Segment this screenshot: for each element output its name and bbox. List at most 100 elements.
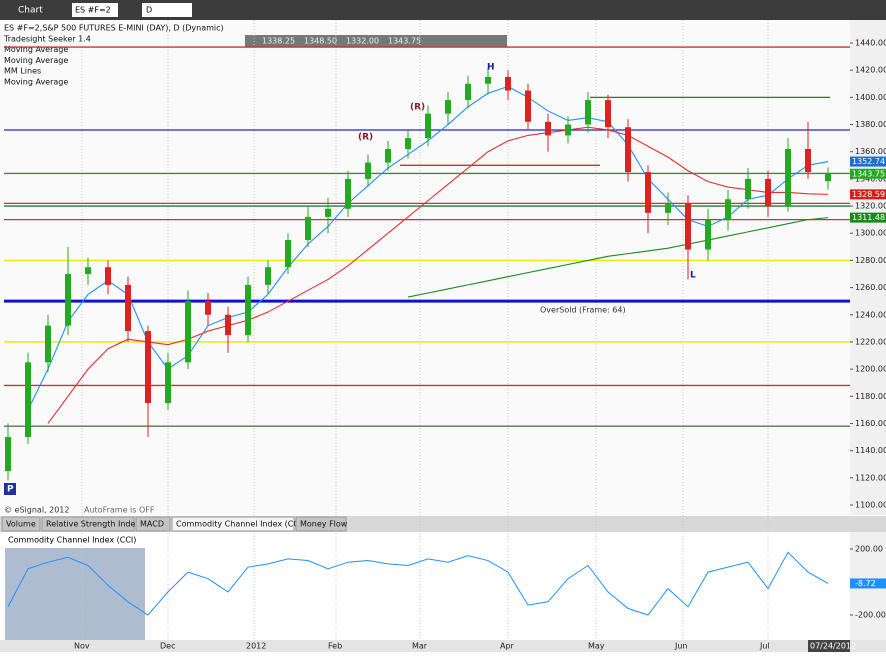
tab-label[interactable]: Volume <box>6 520 36 529</box>
legend-text: Moving Average <box>4 45 68 54</box>
legend-text: Moving Average <box>4 78 68 87</box>
y-tick-label: 1100.00 <box>855 501 886 510</box>
tab[interactable] <box>41 516 135 532</box>
tab-label[interactable]: Money Flow <box>300 520 348 529</box>
tab[interactable] <box>171 516 295 532</box>
x-tick-label: May <box>588 642 605 651</box>
candle-body <box>345 178 351 209</box>
x-tick-label: Feb <box>328 642 342 651</box>
y-tick-label: 1300.00 <box>855 229 886 238</box>
tab-label[interactable]: MACD <box>140 520 164 529</box>
data-window <box>5 548 145 640</box>
candle-body <box>385 148 391 163</box>
y-tick-label: 1360.00 <box>855 147 886 156</box>
annotation: L <box>690 271 696 281</box>
y-tick-label: 1440.00 <box>855 39 886 48</box>
candle-body <box>605 100 611 128</box>
price-flag-label: 1352.74 <box>852 157 885 166</box>
y-tick-label: 1380.00 <box>855 120 886 129</box>
x-tick-label: 2012 <box>246 642 266 651</box>
candle-body <box>205 301 211 315</box>
price-flag <box>850 156 886 167</box>
cci-flag-label: -8.72 <box>855 579 876 588</box>
annotation: (R) <box>358 133 373 143</box>
price-flag <box>850 212 886 223</box>
y-tick-label: 1260.00 <box>855 283 886 292</box>
window-title: Chart <box>18 6 43 16</box>
candle-body <box>225 314 231 336</box>
candle-body <box>105 267 111 285</box>
candle-body <box>545 121 551 136</box>
candle-body <box>565 124 571 136</box>
date-flag <box>808 640 850 652</box>
y-tick-label: 200.00 <box>855 545 883 554</box>
quote-value: 1343.75 <box>388 37 421 46</box>
candle-body <box>425 113 431 139</box>
y-tick-label: 1120.00 <box>855 473 886 482</box>
symbol-box[interactable] <box>72 3 118 17</box>
annotation: OverSold (Frame: 64) <box>540 306 626 315</box>
candle-body <box>525 90 531 122</box>
tab-label[interactable]: Relative Strength Index <box>46 520 140 529</box>
candle-body <box>585 100 591 125</box>
candle-body <box>745 178 751 200</box>
candle-body <box>825 173 831 182</box>
p-marker <box>4 483 16 495</box>
price-axis <box>850 20 886 515</box>
candle-body <box>805 148 811 173</box>
y-tick-label: 1200.00 <box>855 365 886 374</box>
annotation: (R) <box>410 103 425 113</box>
cci-line <box>7 551 829 616</box>
candle-body <box>445 100 451 114</box>
candle-body <box>25 362 31 438</box>
price-flag-label: 1328.59 <box>852 190 885 199</box>
candle-body <box>285 240 291 268</box>
y-tick-label: 1220.00 <box>855 337 886 346</box>
candle-body <box>45 325 51 363</box>
candle-body <box>265 267 271 285</box>
candle-body <box>665 203 671 213</box>
tab[interactable] <box>1 516 41 532</box>
candle-body <box>625 127 631 173</box>
legend-text: Tradesight Seeker 1.4 <box>3 34 91 43</box>
candle-body <box>785 148 791 207</box>
candle-body <box>705 219 711 250</box>
symbol[interactable]: ES #F=2 <box>75 6 111 15</box>
x-tick-label: Jun <box>674 642 688 651</box>
tab[interactable] <box>295 516 347 532</box>
candle-body <box>405 138 411 149</box>
toolbar <box>0 0 886 20</box>
candle-body <box>245 284 251 336</box>
y-tick-label: 1280.00 <box>855 256 886 265</box>
candle-body <box>465 83 471 101</box>
candle-body <box>645 172 651 213</box>
candle-body <box>165 362 171 404</box>
price-flag-label: 1311.48 <box>852 213 885 222</box>
candle-body <box>65 274 71 326</box>
y-tick-label: 1340.00 <box>855 174 886 183</box>
plot-area <box>0 20 850 515</box>
legend-text: ES #F=2,S&P 500 FUTURES E-MINI (DAY), D … <box>4 24 224 33</box>
candle-body <box>485 76 491 84</box>
annotation: P <box>7 485 14 495</box>
interval-box[interactable] <box>142 3 192 17</box>
quote-value: 1332.00 <box>346 37 379 46</box>
x-tick-label: Dec <box>160 642 175 651</box>
interval[interactable]: D <box>146 6 152 15</box>
annotation: AutoFrame is OFF <box>84 506 155 515</box>
candle-body <box>505 76 511 91</box>
y-tick-label: 1320.00 <box>855 202 886 211</box>
price-flag <box>850 168 886 179</box>
candle-body <box>325 208 331 217</box>
legend-text: Moving Average <box>4 56 68 65</box>
y-tick-label: -200.00 <box>855 611 886 620</box>
candle-body <box>185 301 191 363</box>
quote-box <box>245 35 507 47</box>
legend-text: MM Lines <box>4 67 41 76</box>
quote-value: 1338.25 <box>262 37 295 46</box>
tab[interactable] <box>135 516 171 532</box>
x-tick-label: Jul <box>759 642 770 651</box>
tab-label[interactable]: Commodity Channel Index (CCI) <box>176 520 304 529</box>
x-tick-label: Apr <box>500 642 515 651</box>
